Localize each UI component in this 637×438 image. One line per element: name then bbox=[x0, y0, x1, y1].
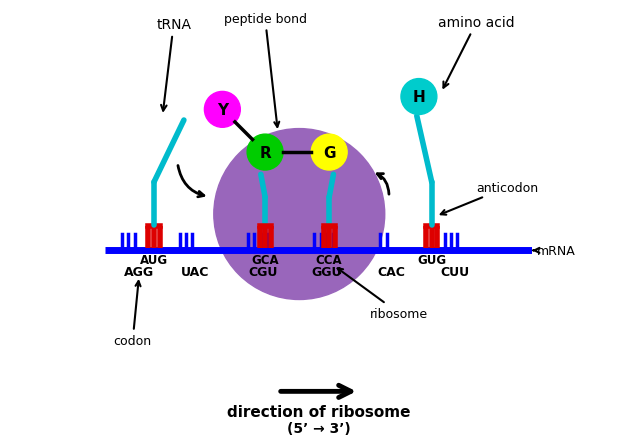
Circle shape bbox=[311, 135, 347, 171]
Text: tRNA: tRNA bbox=[156, 18, 191, 111]
Text: UAC: UAC bbox=[180, 266, 209, 279]
Text: GUG: GUG bbox=[417, 254, 447, 267]
Text: direction of ribosome: direction of ribosome bbox=[227, 404, 410, 419]
Text: GGU: GGU bbox=[311, 266, 342, 279]
Text: CGU: CGU bbox=[248, 266, 278, 279]
Text: amino acid: amino acid bbox=[438, 16, 515, 88]
Text: Y: Y bbox=[217, 102, 228, 117]
Circle shape bbox=[204, 92, 240, 128]
Text: CUU: CUU bbox=[441, 266, 470, 279]
Text: GCA: GCA bbox=[251, 254, 279, 267]
Text: CAC: CAC bbox=[377, 266, 405, 279]
Text: peptide bond: peptide bond bbox=[224, 13, 306, 127]
Text: R: R bbox=[259, 145, 271, 160]
Text: anticodon: anticodon bbox=[441, 181, 539, 215]
Circle shape bbox=[401, 79, 437, 115]
Text: (5’ → 3’): (5’ → 3’) bbox=[287, 421, 350, 435]
Text: H: H bbox=[413, 90, 426, 105]
Text: ribosome: ribosome bbox=[338, 268, 428, 320]
Text: AGG: AGG bbox=[124, 266, 154, 279]
Circle shape bbox=[247, 135, 283, 171]
Text: codon: codon bbox=[113, 282, 152, 348]
Text: G: G bbox=[323, 145, 336, 160]
Circle shape bbox=[214, 129, 385, 300]
Text: AUG: AUG bbox=[140, 254, 168, 267]
Text: mRNA: mRNA bbox=[533, 244, 575, 257]
Text: CCA: CCA bbox=[316, 254, 343, 267]
